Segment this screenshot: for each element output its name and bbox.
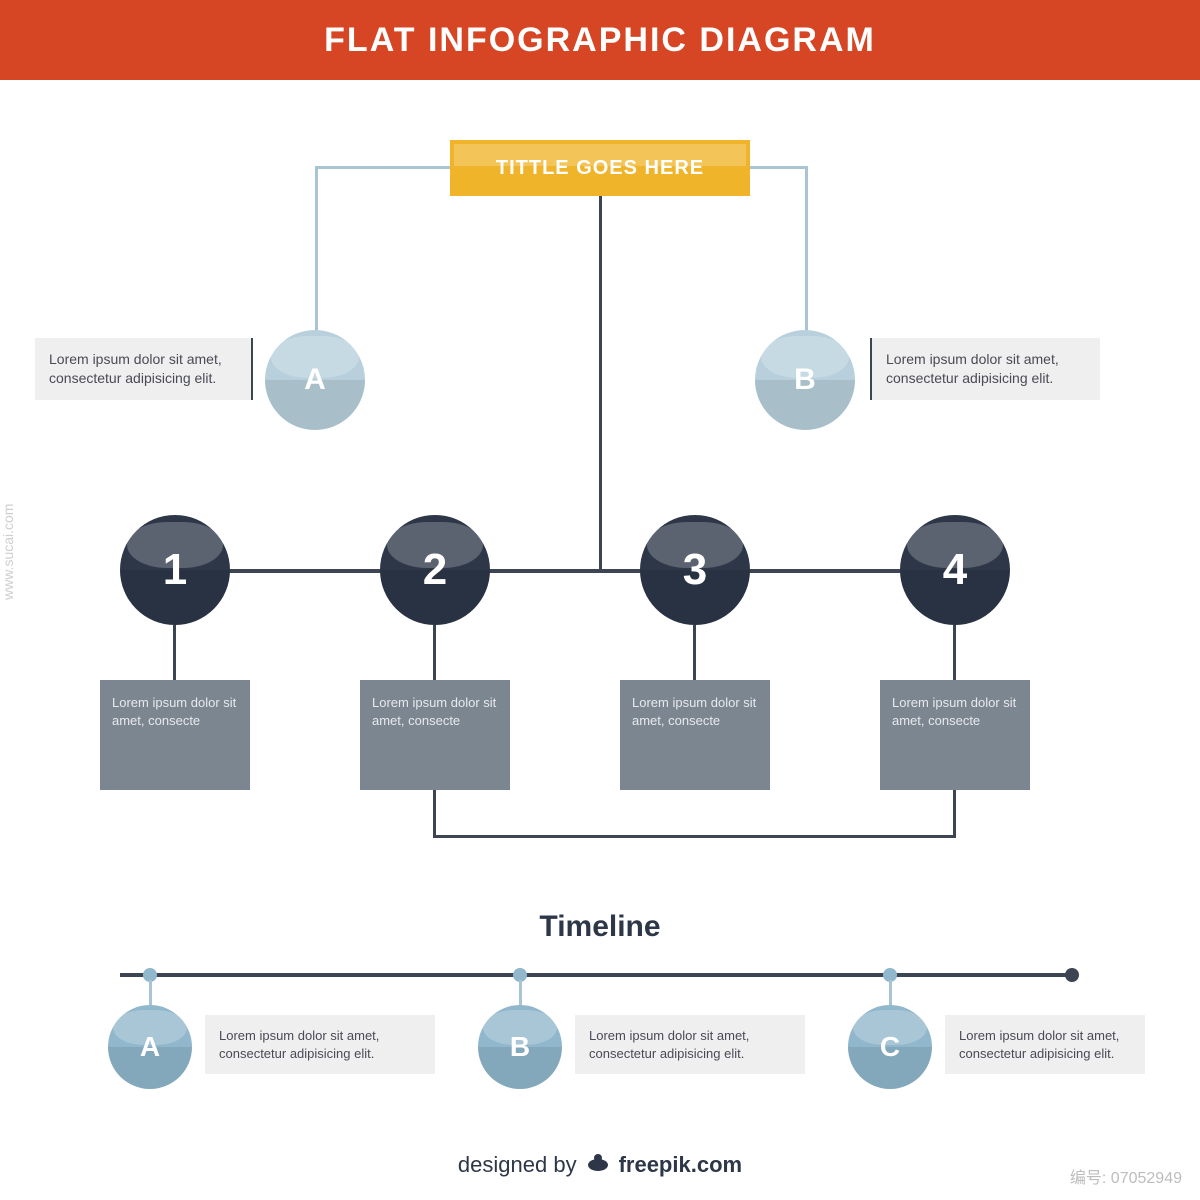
timeline-c-text: Lorem ipsum dolor sit amet, consectetur … <box>959 1028 1119 1061</box>
line-center-vertical <box>599 196 602 570</box>
node-b-textbox: Lorem ipsum dolor sit amet, consectetur … <box>870 338 1100 400</box>
line-step4-v <box>953 625 956 680</box>
title-box-text: TITTLE GOES HERE <box>496 157 704 180</box>
step-4-number: 4 <box>943 545 967 595</box>
step-1-box: Lorem ipsum dolor sit amet, consecte <box>100 680 250 790</box>
step-4-circle: 4 <box>900 515 1010 625</box>
step-4-box: Lorem ipsum dolor sit amet, consecte <box>880 680 1030 790</box>
timeline-endcap <box>1065 968 1079 982</box>
left-strip-text: www.sucai.com <box>0 504 16 600</box>
timeline-line <box>120 973 1070 977</box>
step-1-number: 1 <box>163 545 187 595</box>
step-2-box: Lorem ipsum dolor sit amet, consecte <box>360 680 510 790</box>
footer-prefix: designed by <box>458 1152 577 1178</box>
step-2-number: 2 <box>423 545 447 595</box>
header-title: FLAT INFOGRAPHIC DIAGRAM <box>324 21 876 60</box>
step-3-box: Lorem ipsum dolor sit amet, consecte <box>620 680 770 790</box>
header-bar: FLAT INFOGRAPHIC DIAGRAM <box>0 0 1200 80</box>
timeline-a-label: A <box>140 1031 160 1063</box>
step-2-circle: 2 <box>380 515 490 625</box>
line-step2-v <box>433 625 436 680</box>
step-1-circle: 1 <box>120 515 230 625</box>
line-step-row <box>175 569 955 573</box>
timeline-c-label: C <box>880 1031 900 1063</box>
timeline-title-text: Timeline <box>539 910 660 943</box>
step-2-text: Lorem ipsum dolor sit amet, consecte <box>372 695 496 728</box>
left-strip: www.sucai.com <box>0 504 16 600</box>
timeline-a-text: Lorem ipsum dolor sit amet, consectetur … <box>219 1028 379 1061</box>
node-a-circle: A <box>265 330 365 430</box>
timeline-a-circle: A <box>108 1005 192 1089</box>
node-b-circle: B <box>755 330 855 430</box>
title-box: TITTLE GOES HERE <box>450 140 750 196</box>
line-u-bottom-h <box>433 835 956 838</box>
node-a-label: A <box>304 363 326 397</box>
step-1-text: Lorem ipsum dolor sit amet, consecte <box>112 695 236 728</box>
caption-id: 编号: 07052949 <box>1070 1164 1182 1188</box>
timeline-b-box: Lorem ipsum dolor sit amet, consectetur … <box>575 1015 805 1074</box>
timeline-c-box: Lorem ipsum dolor sit amet, consectetur … <box>945 1015 1145 1074</box>
node-b-text: Lorem ipsum dolor sit amet, consectetur … <box>886 351 1059 386</box>
line-top-right-v <box>805 166 808 336</box>
timeline-tick-a <box>149 980 152 1008</box>
step-3-text: Lorem ipsum dolor sit amet, consecte <box>632 695 756 728</box>
step-3-number: 3 <box>683 545 707 595</box>
timeline-b-circle: B <box>478 1005 562 1089</box>
line-step1-v <box>173 625 176 680</box>
line-u-right-v <box>953 790 956 838</box>
freepik-logo-icon <box>585 1156 611 1174</box>
timeline-b-label: B <box>510 1031 530 1063</box>
node-b-label: B <box>794 363 816 397</box>
step-3-circle: 3 <box>640 515 750 625</box>
caption-text: 编号: 07052949 <box>1070 1170 1182 1187</box>
footer: designed by freepik.com <box>0 1130 1200 1200</box>
timeline-tick-b <box>519 980 522 1008</box>
timeline-title: Timeline <box>539 910 660 944</box>
node-a-text: Lorem ipsum dolor sit amet, consectetur … <box>49 351 222 386</box>
line-top-right-h <box>750 166 805 169</box>
timeline-a-box: Lorem ipsum dolor sit amet, consectetur … <box>205 1015 435 1074</box>
timeline-b-text: Lorem ipsum dolor sit amet, consectetur … <box>589 1028 749 1061</box>
timeline-c-circle: C <box>848 1005 932 1089</box>
line-top-left-v <box>315 166 318 336</box>
line-u-left-v <box>433 790 436 838</box>
step-4-text: Lorem ipsum dolor sit amet, consecte <box>892 695 1016 728</box>
node-a-textbox: Lorem ipsum dolor sit amet, consectetur … <box>35 338 253 400</box>
line-top-left-h <box>315 166 451 169</box>
footer-brand: freepik.com <box>619 1152 743 1178</box>
diagram-canvas: TITTLE GOES HERE A B Lorem ipsum dolor s… <box>0 80 1200 1120</box>
line-step3-v <box>693 625 696 680</box>
timeline-tick-c <box>889 980 892 1008</box>
